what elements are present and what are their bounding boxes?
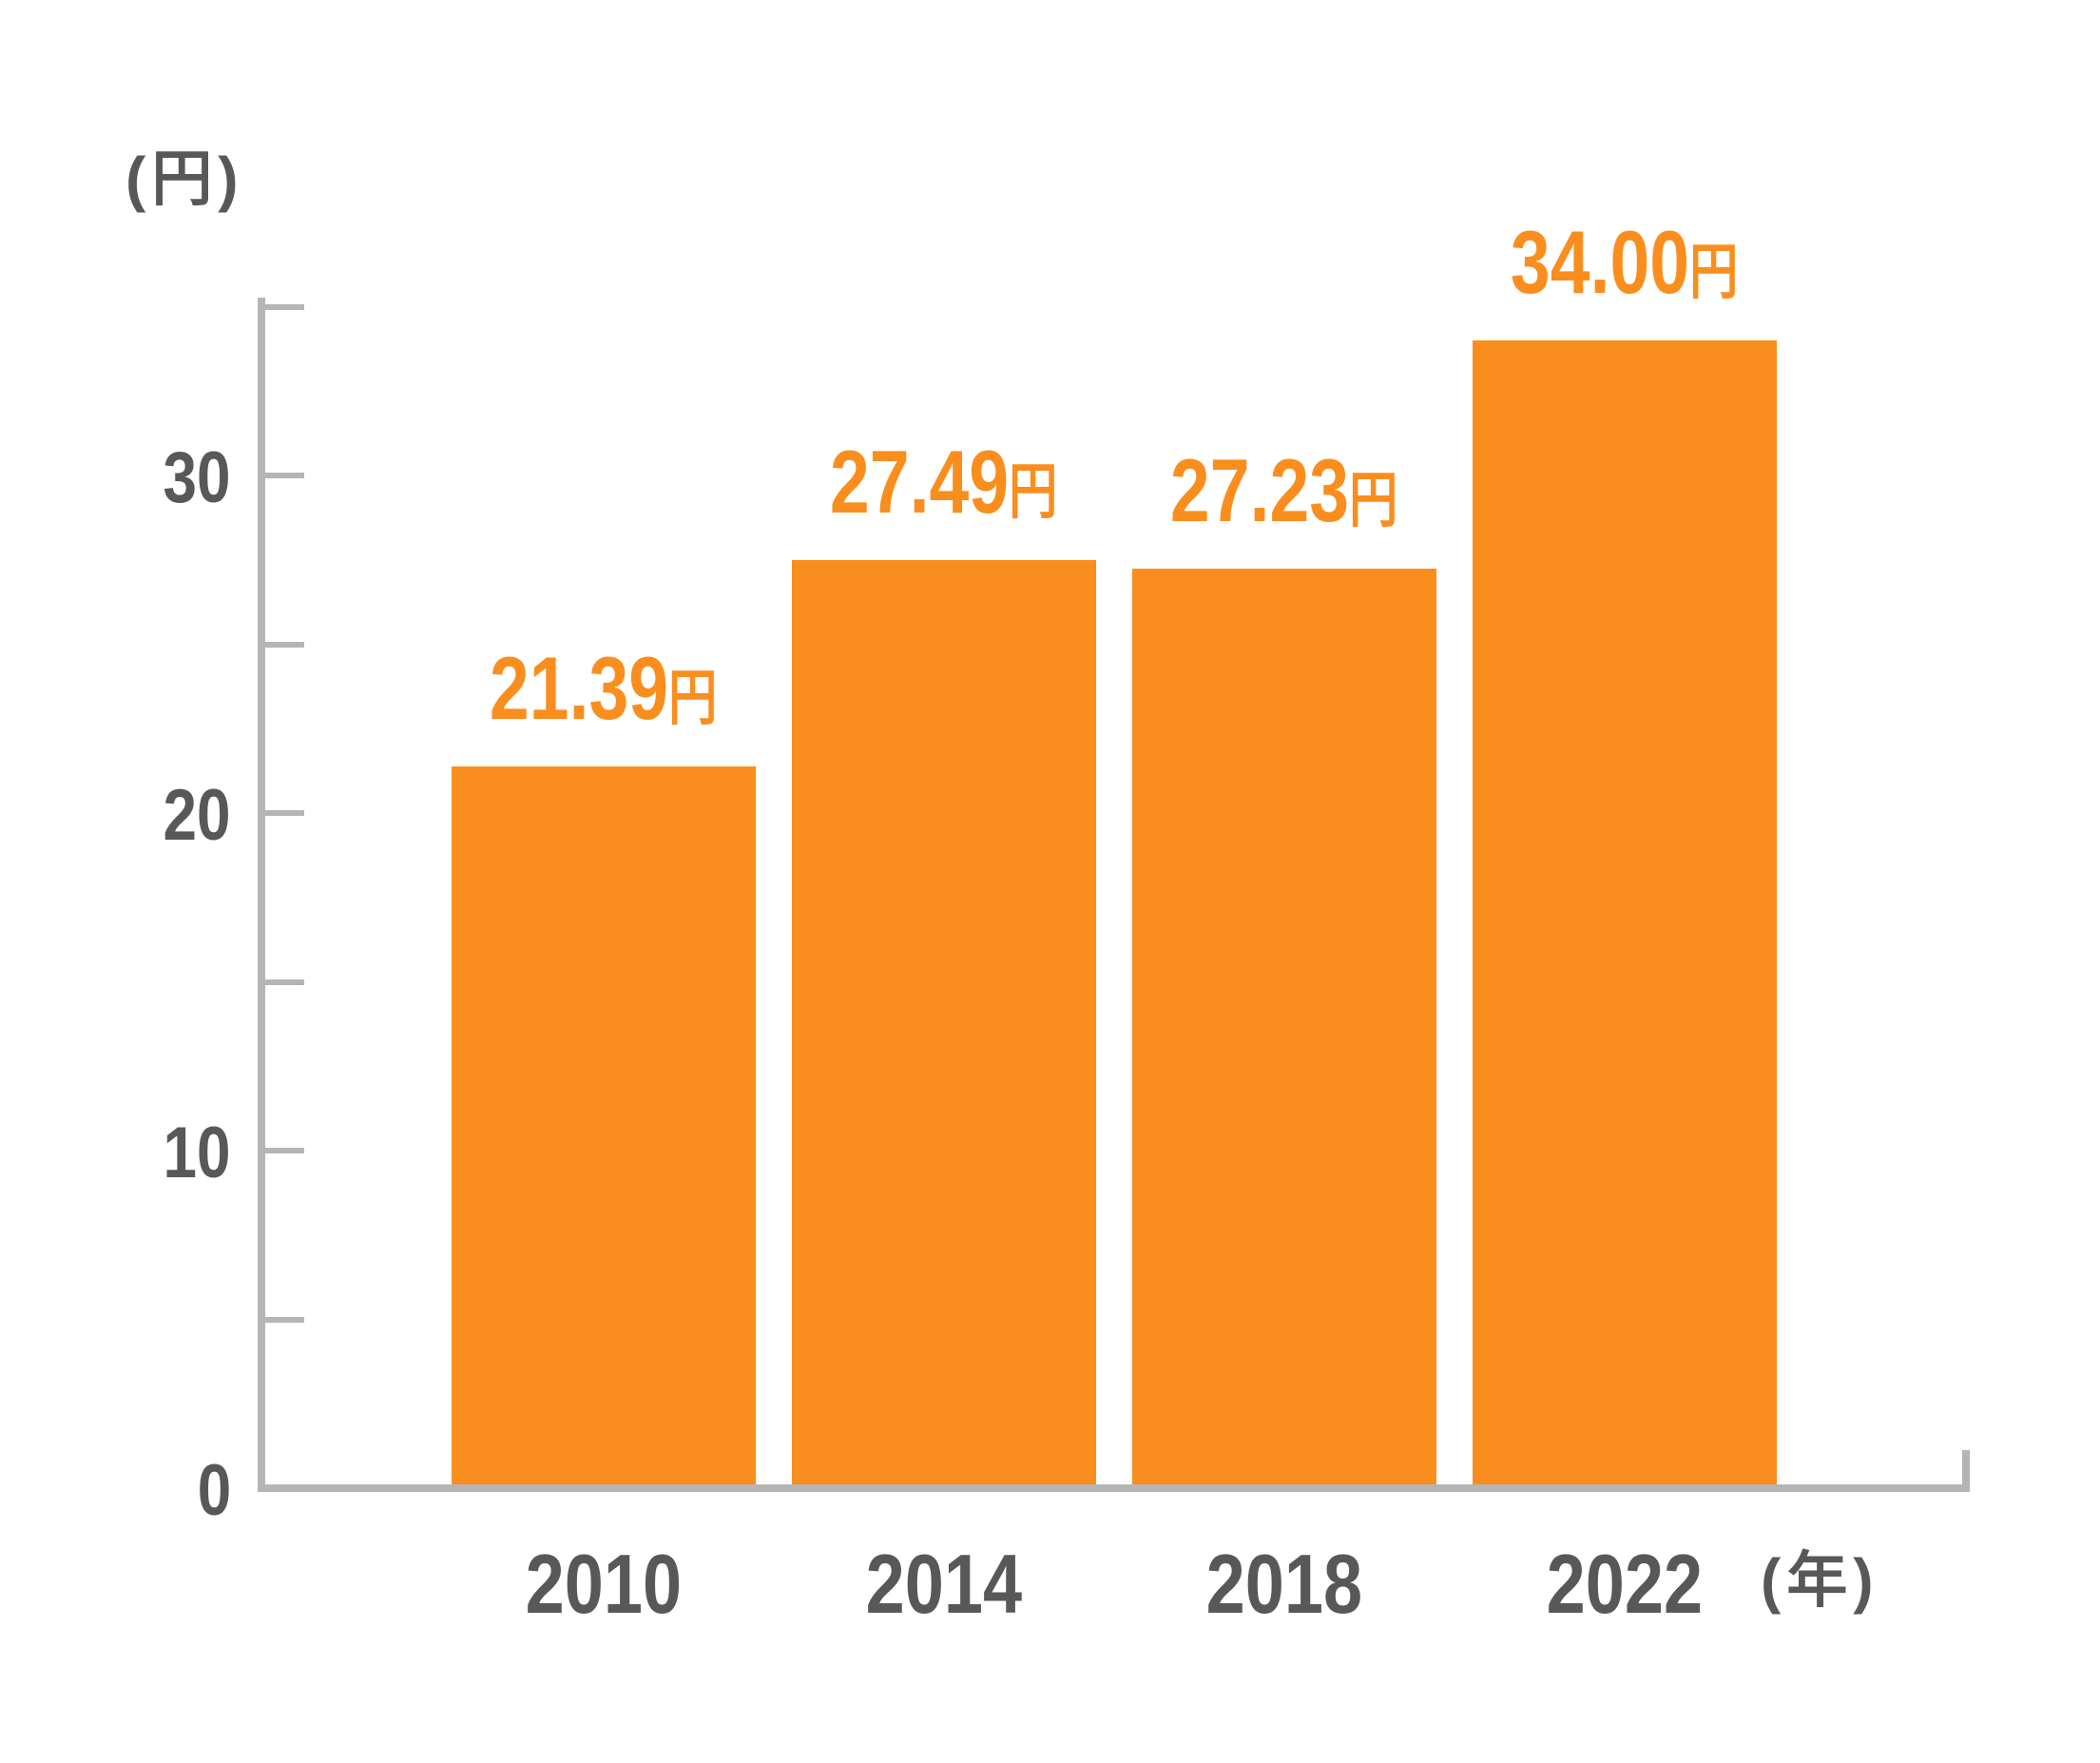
y-tick-text: 30: [163, 437, 231, 518]
y-tick-text: 0: [197, 1450, 231, 1531]
y-tick: [261, 1317, 304, 1323]
x-category-label: 2010: [318, 1542, 889, 1626]
x-axis-line: [258, 1484, 1970, 1492]
x-category-text: 2010: [525, 1537, 683, 1631]
y-tick-label: 30: [22, 442, 231, 514]
y-tick-text: 10: [163, 1113, 231, 1193]
y-tick: [261, 810, 304, 816]
bar-value-number: 27.49: [830, 432, 1010, 532]
bar-value-label: 27.49円: [640, 437, 1248, 536]
bar-value-unit: 円: [1349, 466, 1398, 534]
y-tick: [261, 1148, 304, 1153]
bar: [1473, 340, 1777, 1492]
x-axis-unit-label: (年): [1761, 1546, 1879, 1615]
x-axis-end-cap: [1962, 1450, 1970, 1488]
y-axis-unit-label: (円): [125, 145, 244, 213]
y-axis-line: [258, 298, 265, 1492]
x-category-text: 2022: [1546, 1537, 1704, 1631]
x-category-label: 2022: [1339, 1542, 1910, 1626]
bar-value-unit: 円: [668, 664, 718, 732]
bar: [452, 766, 756, 1492]
y-tick: [261, 304, 304, 310]
y-tick-text: 20: [163, 775, 231, 856]
y-tick-label: 20: [22, 780, 231, 852]
y-tick: [261, 473, 304, 478]
bar-value-label: 27.23円: [980, 446, 1589, 545]
bar-value-unit: 円: [1689, 238, 1739, 306]
bar-value-number: 27.23: [1170, 440, 1350, 540]
bar-value-number: 34.00: [1511, 212, 1690, 312]
y-tick-label: 0: [22, 1455, 231, 1527]
bar: [792, 560, 1096, 1492]
bar-value-label: 34.00円: [1320, 218, 1929, 317]
bar-value-label: 21.39円: [299, 644, 908, 743]
x-category-label: 2014: [659, 1542, 1229, 1626]
bar-value-number: 21.39: [490, 638, 669, 738]
y-tick-label: 10: [22, 1117, 231, 1190]
bar-value-unit: 円: [1009, 457, 1058, 526]
y-tick: [261, 642, 304, 648]
bar: [1132, 569, 1436, 1492]
x-category-label: 2018: [999, 1542, 1570, 1626]
x-category-text: 2014: [865, 1537, 1023, 1631]
x-category-text: 2018: [1205, 1537, 1363, 1631]
y-tick: [261, 979, 304, 985]
